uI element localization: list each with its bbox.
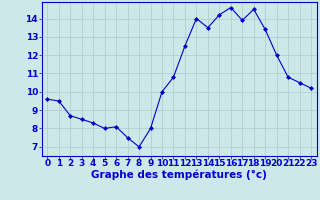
X-axis label: Graphe des températures (°c): Graphe des températures (°c) [91,170,267,180]
